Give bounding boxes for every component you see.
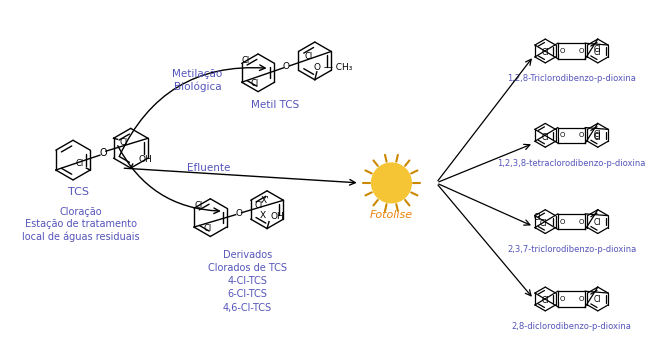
Text: O: O	[283, 62, 290, 71]
Text: Metil TCS: Metil TCS	[251, 100, 299, 110]
Text: Cl: Cl	[594, 48, 602, 57]
Text: Cloração
Estação de tratamento
local de águas residuais: Cloração Estação de tratamento local de …	[22, 207, 140, 242]
Text: Metilação
Biológica: Metilação Biológica	[172, 69, 222, 92]
Text: O: O	[559, 48, 564, 54]
Text: O: O	[559, 132, 564, 138]
Text: 2,3,7-triclorodibenzo-p-dioxina: 2,3,7-triclorodibenzo-p-dioxina	[507, 245, 636, 254]
Circle shape	[371, 163, 411, 203]
Text: Cl: Cl	[255, 201, 263, 210]
Text: 1,2,8-Triclorodibenzo-p-dioxina: 1,2,8-Triclorodibenzo-p-dioxina	[507, 74, 636, 83]
Text: Cl: Cl	[594, 130, 601, 139]
Text: OH: OH	[139, 155, 152, 164]
Text: Efluente: Efluente	[186, 163, 230, 173]
Text: Cl: Cl	[304, 52, 313, 61]
Text: Cl: Cl	[542, 133, 549, 142]
Text: O: O	[559, 296, 564, 302]
Text: Cl: Cl	[120, 138, 128, 147]
Text: O: O	[235, 209, 242, 218]
Text: Cl: Cl	[594, 133, 602, 142]
Text: O: O	[559, 219, 564, 225]
Text: O: O	[99, 148, 107, 158]
Text: 2,8-diclorodibenzo-p-dioxina: 2,8-diclorodibenzo-p-dioxina	[512, 322, 631, 331]
Text: Cl: Cl	[594, 132, 601, 141]
Text: O: O	[578, 48, 584, 54]
Text: Cl: Cl	[594, 45, 601, 55]
Text: Cl: Cl	[242, 56, 250, 65]
Text: Cl: Cl	[194, 201, 202, 210]
Text: O: O	[578, 219, 584, 225]
Text: O — CH₃: O — CH₃	[313, 63, 352, 72]
Text: Cl: Cl	[539, 219, 546, 228]
Text: O: O	[578, 296, 584, 302]
Text: Fotolise: Fotolise	[370, 210, 413, 220]
Text: Cl: Cl	[594, 295, 601, 304]
Text: O: O	[578, 132, 584, 138]
Text: Cl: Cl	[542, 297, 549, 306]
Text: Cl: Cl	[594, 218, 601, 227]
Text: Cl: Cl	[534, 213, 541, 222]
Text: TCS: TCS	[67, 187, 88, 197]
Text: X': X'	[261, 196, 269, 205]
Text: Derivados
Clorados de TCS
4-Cl-TCS
6-Cl-TCS
4,6-Cl-TCS: Derivados Clorados de TCS 4-Cl-TCS 6-Cl-…	[208, 250, 287, 312]
Text: Cl: Cl	[203, 224, 212, 233]
Text: Cl: Cl	[75, 158, 84, 167]
Text: Cl: Cl	[542, 48, 549, 57]
Text: 1,2,3,8-tetraclorodibenzo-p-dioxina: 1,2,3,8-tetraclorodibenzo-p-dioxina	[498, 158, 646, 167]
Text: X: X	[260, 211, 266, 220]
Text: Cl: Cl	[251, 79, 259, 88]
Text: OH: OH	[270, 212, 284, 221]
